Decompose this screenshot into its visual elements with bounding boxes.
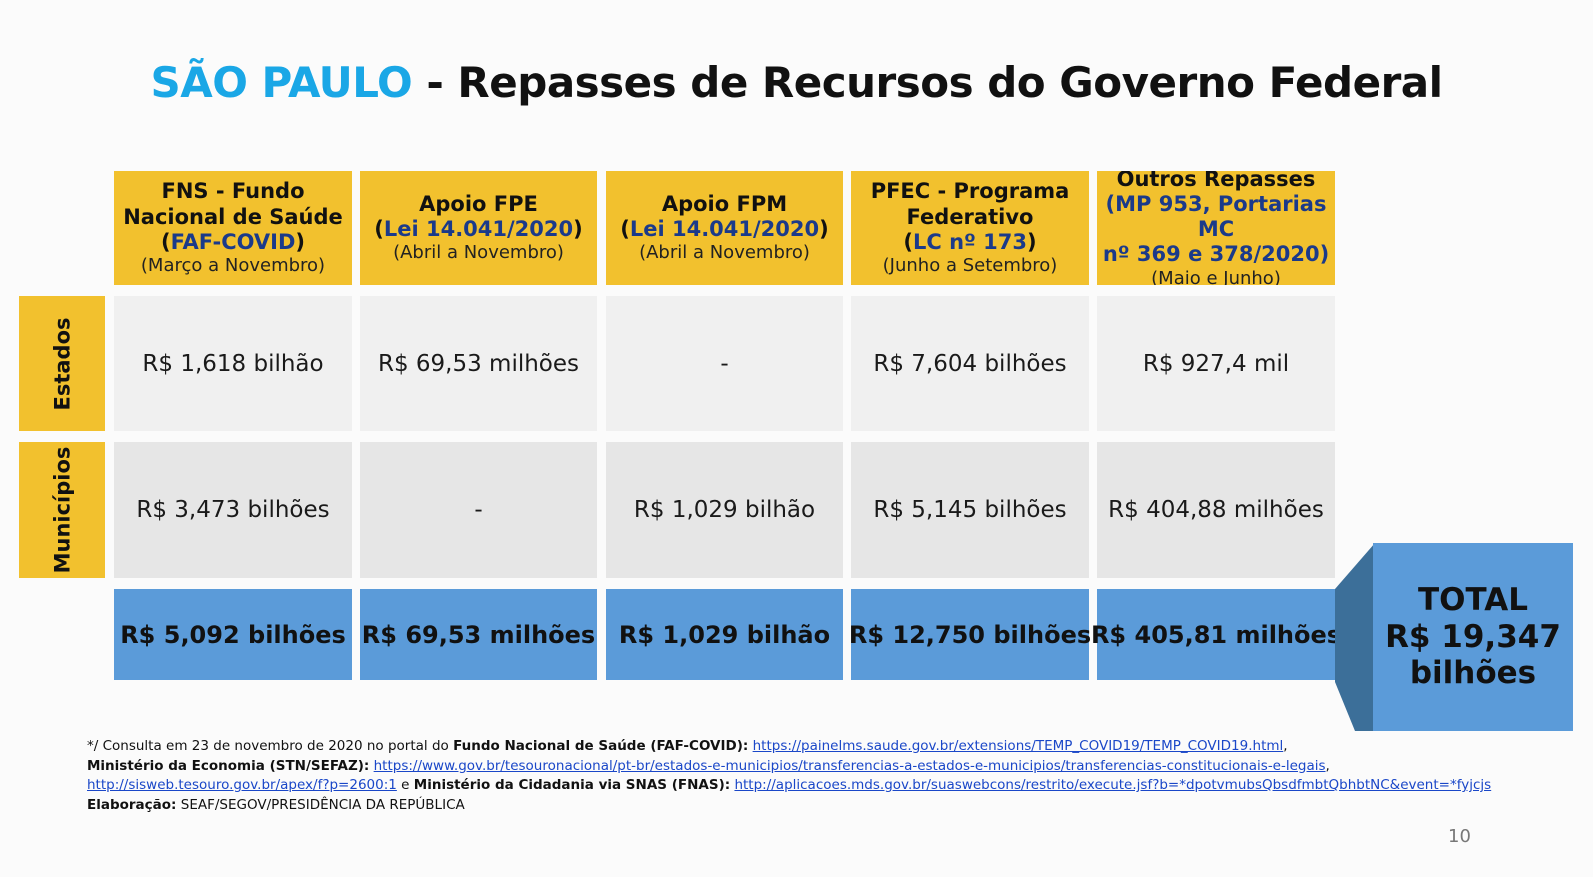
page-title: SÃO PAULO - Repasses de Recursos do Gove… xyxy=(0,58,1593,107)
column-header-title: Apoio FPE xyxy=(419,192,538,217)
table-cell: R$ 7,604 bilhões xyxy=(851,296,1089,431)
table-cell: R$ 3,473 bilhões xyxy=(114,442,352,578)
table-cell: R$ 5,145 bilhões xyxy=(851,442,1089,578)
grand-total-box: TOTAL R$ 19,347 bilhões xyxy=(1373,543,1573,731)
table-cell: R$ 69,53 milhões xyxy=(360,296,597,431)
column-header-title: Outros Repasses xyxy=(1116,171,1316,191)
column-header-period: (Abril a Novembro) xyxy=(639,242,810,264)
grand-total-unit: bilhões xyxy=(1409,655,1537,692)
column-header-fns: FNS - Fundo Nacional de Saúde (FAF-COVID… xyxy=(114,171,352,285)
total-cell: R$ 1,029 bilhão xyxy=(606,589,843,680)
row-label-municipios: Municípios xyxy=(19,442,105,578)
total-cell: R$ 69,53 milhões xyxy=(360,589,597,680)
column-header-title: Federativo xyxy=(906,204,1034,229)
footer-line: Elaboração: SEAF/SEGOV/PRESIDÊNCIA DA RE… xyxy=(87,796,465,813)
title-rest: - Repasses de Recursos do Governo Federa… xyxy=(412,58,1443,107)
grand-total-value: R$ 19,347 xyxy=(1385,618,1561,655)
column-header-period: (Março a Novembro) xyxy=(140,254,326,276)
column-header-law: (LC nº 173) xyxy=(903,229,1037,254)
total-cell: R$ 5,092 bilhões xyxy=(114,589,352,680)
column-header-outros: Outros Repasses (MP 953, Portarias MC nº… xyxy=(1097,171,1335,285)
table-cell: R$ 927,4 mil xyxy=(1097,296,1335,431)
table-cell: - xyxy=(606,296,843,431)
column-header-period: (Junho a Setembro) xyxy=(882,254,1058,276)
source-link-sisweb[interactable]: http://sisweb.tesouro.gov.br/apex/f?p=26… xyxy=(87,777,397,793)
source-link-mds[interactable]: http://aplicacoes.mds.gov.br/suaswebcons… xyxy=(734,777,1492,793)
table-cell: R$ 404,88 milhões xyxy=(1097,442,1335,578)
table-cell: - xyxy=(360,442,597,578)
source-link-tesouro[interactable]: https://www.gov.br/tesouronacional/pt-br… xyxy=(373,757,1326,774)
row-label-estados: Estados xyxy=(19,296,105,431)
grand-total-label: TOTAL xyxy=(1418,582,1528,619)
table-cell: R$ 1,618 bilhão xyxy=(114,296,352,431)
column-header-law: (FAF-COVID) xyxy=(160,229,306,254)
column-header-period: (Maio e Junho) xyxy=(1151,267,1281,285)
column-header-title: FNS - Fundo xyxy=(161,179,305,204)
column-header-law: (Lei 14.041/2020) xyxy=(374,217,583,242)
column-header-title: PFEC - Programa xyxy=(870,179,1070,204)
title-city: SÃO PAULO xyxy=(150,58,413,107)
page-number: 10 xyxy=(1448,826,1471,847)
footer-sources: */ Consulta em 23 de novembro de 2020 no… xyxy=(87,737,1557,815)
footer-line: http://sisweb.tesouro.gov.br/apex/f?p=26… xyxy=(87,777,1492,793)
footer-line: */ Consulta em 23 de novembro de 2020 no… xyxy=(87,738,1288,754)
column-header-law: (Lei 14.041/2020) xyxy=(620,217,829,242)
table-cell: R$ 1,029 bilhão xyxy=(606,442,843,578)
source-link-fns[interactable]: https://painelms.saude.gov.br/extensions… xyxy=(752,738,1284,754)
column-header-title: Nacional de Saúde xyxy=(123,204,343,229)
column-header-period: (Abril a Novembro) xyxy=(393,242,564,264)
column-header-law: nº 369 e 378/2020) xyxy=(1102,242,1330,267)
footer-line: Ministério da Economia (STN/SEFAZ): http… xyxy=(87,757,1330,774)
column-header-fpe: Apoio FPE (Lei 14.041/2020) (Abril a Nov… xyxy=(360,171,597,285)
total-cell: R$ 12,750 bilhões xyxy=(849,589,1091,680)
total-cell: R$ 405,81 milhões xyxy=(1091,589,1341,680)
column-header-pfec: PFEC - Programa Federativo (LC nº 173) (… xyxy=(851,171,1089,285)
column-header-law: (MP 953, Portarias MC xyxy=(1105,192,1327,242)
column-header-title: Apoio FPM xyxy=(661,192,788,217)
column-header-fpm: Apoio FPM (Lei 14.041/2020) (Abril a Nov… xyxy=(606,171,843,285)
grand-total-bevel xyxy=(1335,543,1375,731)
